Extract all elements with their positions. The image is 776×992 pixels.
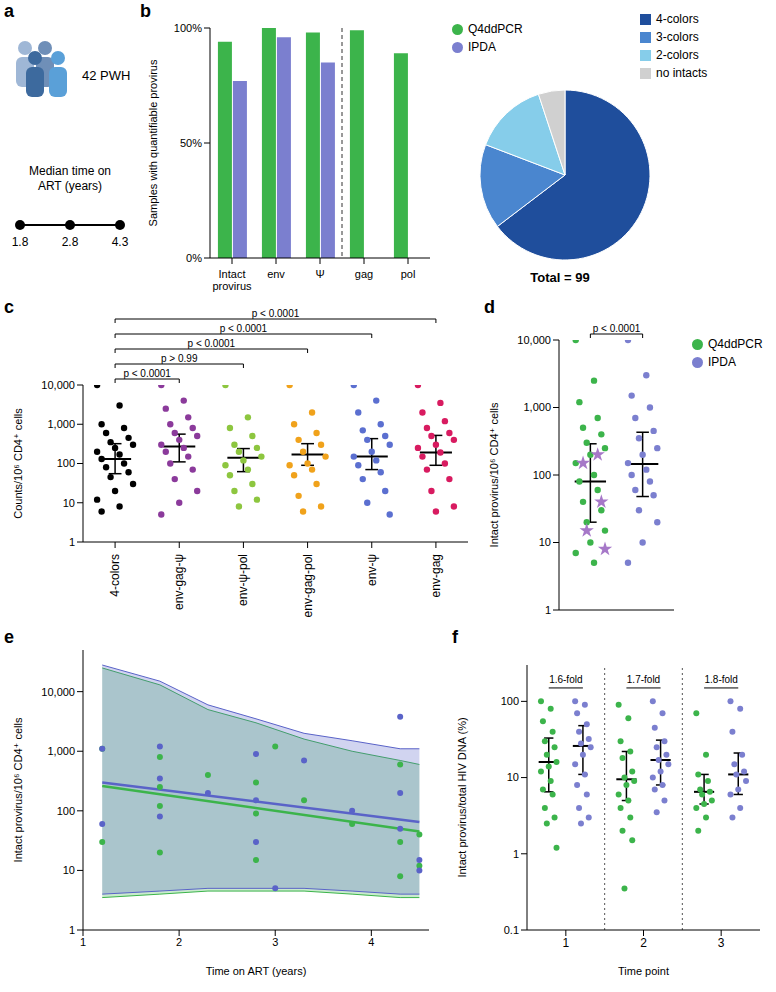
svg-text:100: 100 <box>57 805 75 817</box>
html-text:f: f <box>452 627 458 647</box>
svg-text:Ψ: Ψ <box>315 268 324 280</box>
svg-text:p > 0.99: p > 0.99 <box>161 353 198 364</box>
svg-text:env-ψ: env-ψ <box>365 554 379 586</box>
svg-text:4.3: 4.3 <box>112 235 129 249</box>
svg-text:env-ψ-pol: env-ψ-pol <box>236 554 250 606</box>
svg-text:Time on ART (years): Time on ART (years) <box>206 965 307 977</box>
svg-text:0.1: 0.1 <box>504 924 519 936</box>
svg-text:10,000: 10,000 <box>41 379 75 391</box>
svg-text:Median time on: Median time on <box>29 164 111 178</box>
svg-text:3: 3 <box>718 936 725 950</box>
svg-text:Intact provirus/10⁶ CD4⁺ cells: Intact provirus/10⁶ CD4⁺ cells <box>488 402 500 547</box>
html-text:Total = 99: Total = 99 <box>530 270 590 285</box>
svg-text:1.7-fold: 1.7-fold <box>627 674 660 685</box>
svg-text:1: 1 <box>69 536 75 548</box>
svg-text:4: 4 <box>368 936 374 948</box>
svg-text:p < 0.0001: p < 0.0001 <box>252 308 300 319</box>
svg-text:env-gag-pol: env-gag-pol <box>301 554 315 617</box>
svg-text:1,000: 1,000 <box>47 418 75 430</box>
svg-text:1: 1 <box>513 848 519 860</box>
svg-text:10: 10 <box>63 864 75 876</box>
html-text:3-colors: 3-colors <box>656 30 699 44</box>
svg-text:3: 3 <box>272 936 278 948</box>
svg-text:2: 2 <box>176 936 182 948</box>
svg-text:env-gag-ψ: env-gag-ψ <box>172 554 186 610</box>
svg-text:2: 2 <box>640 936 647 950</box>
html-text:IPDA: IPDA <box>468 40 496 54</box>
html-text:no intacts: no intacts <box>656 66 708 80</box>
svg-text:10,000: 10,000 <box>41 686 75 698</box>
svg-text:2.8: 2.8 <box>62 235 79 249</box>
svg-text:1,000: 1,000 <box>47 745 75 757</box>
svg-text:100: 100 <box>57 457 75 469</box>
svg-text:p < 0.0001: p < 0.0001 <box>188 338 236 349</box>
html-text:Q4ddPCR: Q4ddPCR <box>708 337 763 351</box>
svg-text:1: 1 <box>545 604 551 616</box>
svg-text:ART (years): ART (years) <box>38 179 102 193</box>
html-text:IPDA: IPDA <box>708 355 736 369</box>
html-text:b: b <box>140 1 151 21</box>
svg-text:10: 10 <box>63 497 75 509</box>
svg-text:100%: 100% <box>174 22 202 34</box>
svg-text:env-gag: env-gag <box>429 554 443 597</box>
svg-text:1: 1 <box>562 936 569 950</box>
svg-text:1.6-fold: 1.6-fold <box>549 674 582 685</box>
svg-text:10: 10 <box>539 536 551 548</box>
svg-text:10: 10 <box>507 771 519 783</box>
svg-text:Intactprovirus: Intactprovirus <box>212 268 252 292</box>
svg-text:gag: gag <box>355 268 373 280</box>
svg-text:42 PWH: 42 PWH <box>82 68 130 83</box>
svg-text:1: 1 <box>80 936 86 948</box>
svg-text:10,000: 10,000 <box>517 334 551 346</box>
svg-text:p < 0.0001: p < 0.0001 <box>593 323 641 334</box>
svg-text:100: 100 <box>501 695 519 707</box>
html-text:c: c <box>4 297 14 317</box>
html-text:a: a <box>4 1 14 21</box>
html-text:d: d <box>484 297 495 317</box>
svg-text:Intact provirus/10⁶ CD4⁺ cells: Intact provirus/10⁶ CD4⁺ cells <box>12 717 24 862</box>
svg-text:1.8: 1.8 <box>12 235 29 249</box>
svg-text:1: 1 <box>69 924 75 936</box>
svg-text:env: env <box>267 268 285 280</box>
html-text:e: e <box>4 627 14 647</box>
svg-text:Time point: Time point <box>618 965 669 977</box>
svg-text:Intact provirus/total HIV DNA: Intact provirus/total HIV DNA (%) <box>456 717 468 877</box>
svg-text:p < 0.0001: p < 0.0001 <box>220 323 268 334</box>
svg-text:Samples with quantifiable prov: Samples with quantifiable provirus <box>148 59 159 226</box>
svg-text:Counts/10⁶ CD4⁺ cells: Counts/10⁶ CD4⁺ cells <box>12 408 24 519</box>
html-text:2-colors: 2-colors <box>656 48 699 62</box>
svg-text:100: 100 <box>533 469 551 481</box>
svg-text:p < 0.0001: p < 0.0001 <box>123 368 171 379</box>
html-text:Q4ddPCR: Q4ddPCR <box>468 22 523 36</box>
html-text:4-colors: 4-colors <box>656 12 699 26</box>
svg-text:4-colors: 4-colors <box>108 554 122 597</box>
svg-text:1,000: 1,000 <box>523 401 551 413</box>
svg-text:pol: pol <box>401 268 416 280</box>
svg-text:0%: 0% <box>186 252 202 264</box>
svg-text:50%: 50% <box>180 137 202 149</box>
svg-text:1.8-fold: 1.8-fold <box>704 674 737 685</box>
